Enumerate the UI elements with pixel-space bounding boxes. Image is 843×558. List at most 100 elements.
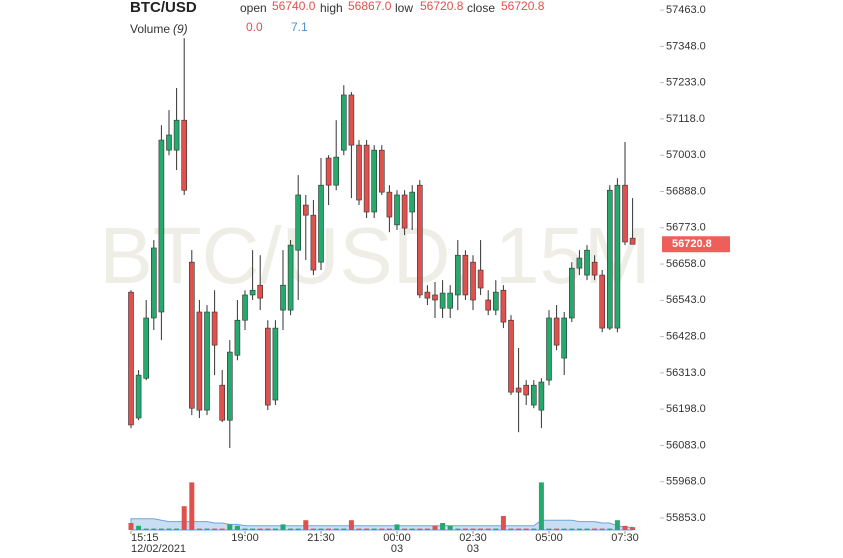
volume-bar	[500, 516, 506, 530]
volume-bar	[166, 528, 172, 530]
high-value: 56867.0	[348, 0, 392, 13]
volume-bar	[356, 528, 362, 530]
x-tick-label: 15:15	[131, 532, 159, 544]
candle-body	[151, 247, 157, 319]
volume-bar	[364, 528, 370, 530]
volume-bar	[455, 528, 461, 530]
candle-body	[568, 267, 575, 319]
candle-body	[584, 249, 590, 276]
candle-body	[219, 384, 225, 421]
candle-body	[561, 317, 568, 359]
y-tick-label: 57003.0	[666, 149, 706, 161]
volume-bar	[592, 528, 598, 530]
y-tick-label: 55853.0	[666, 512, 706, 524]
volume-bar	[371, 528, 377, 530]
volume-bar	[447, 525, 453, 530]
candle-body	[546, 317, 552, 381]
y-tick-label: 55968.0	[666, 476, 706, 488]
open-value: 56740.0	[272, 0, 316, 13]
candle-body	[492, 291, 499, 311]
volume-bar	[576, 528, 582, 530]
volume-bar	[303, 520, 309, 530]
candle-body	[325, 157, 332, 186]
volume-bar	[394, 524, 400, 530]
candle-body	[242, 294, 248, 321]
volume-bar	[440, 523, 446, 530]
volume-period: (9)	[173, 22, 188, 36]
candle-body	[272, 327, 279, 401]
candle-body	[416, 184, 423, 296]
candle-body	[363, 144, 370, 213]
volume-bar	[326, 528, 332, 530]
volume-ma-value: 7.1	[291, 20, 308, 34]
volume-ma-area	[130, 518, 634, 531]
volume-bar	[151, 528, 157, 530]
volume-bar	[478, 528, 484, 530]
candle-body	[622, 184, 628, 243]
candle-body	[356, 144, 362, 201]
candle-body	[173, 119, 180, 151]
high-label: high	[320, 1, 343, 15]
volume-bar	[417, 528, 423, 530]
x-date-label: 12/02/2021	[131, 543, 186, 555]
candle-body	[295, 194, 302, 251]
last-price-tag	[662, 236, 730, 253]
candle-body	[234, 319, 241, 356]
candle-body	[530, 384, 537, 406]
y-tick-label: 56543.0	[666, 294, 706, 306]
volume-bar	[196, 528, 202, 530]
volume-bar	[432, 525, 438, 530]
candle-body	[249, 289, 256, 296]
candle-body	[394, 194, 400, 226]
volume-bar	[242, 528, 248, 530]
x-tick-label: 05:00	[535, 532, 563, 544]
candle-body	[348, 94, 355, 146]
volume-bar	[227, 524, 233, 530]
volume-bar	[569, 528, 575, 530]
candle-body	[227, 351, 233, 421]
close-value: 56720.8	[501, 0, 545, 13]
candle-body	[576, 257, 583, 269]
candle-body	[371, 149, 378, 213]
candle-body	[591, 261, 598, 276]
y-tick-label: 56313.0	[666, 367, 706, 379]
volume-bar	[212, 528, 218, 530]
candle-body	[166, 134, 172, 151]
volume-bar	[348, 520, 354, 530]
chart-title: BTC/USD	[130, 0, 197, 16]
candle-body	[553, 317, 560, 346]
candle-body	[447, 292, 454, 309]
volume-bar	[310, 528, 316, 530]
candle-body	[508, 319, 514, 393]
volume-bar	[143, 528, 149, 530]
volume-bar	[257, 528, 263, 530]
candle-body	[409, 191, 416, 213]
candle-body	[211, 311, 218, 346]
candle-body	[523, 384, 530, 396]
volume-bar	[470, 528, 476, 530]
candle-body	[439, 292, 446, 309]
candle-body	[462, 254, 469, 296]
candle-body	[515, 387, 522, 393]
volume-bar	[409, 528, 415, 530]
candle-body	[485, 299, 492, 311]
x-tick-label: 19:00	[231, 532, 259, 544]
y-tick-label: 56083.0	[666, 439, 706, 451]
volume-bar	[607, 528, 613, 530]
y-tick-label: 56198.0	[666, 403, 706, 415]
candle-body	[538, 381, 545, 411]
volume-bar	[462, 528, 468, 530]
candle-body	[196, 311, 203, 411]
volume-bar	[250, 528, 256, 530]
last-price-label: 56720.8	[672, 238, 712, 250]
candle-body	[158, 139, 165, 313]
volume-bar	[523, 528, 529, 530]
volume-bar	[318, 528, 324, 530]
volume-bar	[265, 528, 271, 530]
watermark: BTC/USD, 15M	[99, 211, 650, 300]
candle-body	[264, 327, 271, 406]
volume-bar	[493, 528, 499, 530]
volume-bar	[508, 528, 514, 530]
volume-bar	[546, 528, 552, 530]
